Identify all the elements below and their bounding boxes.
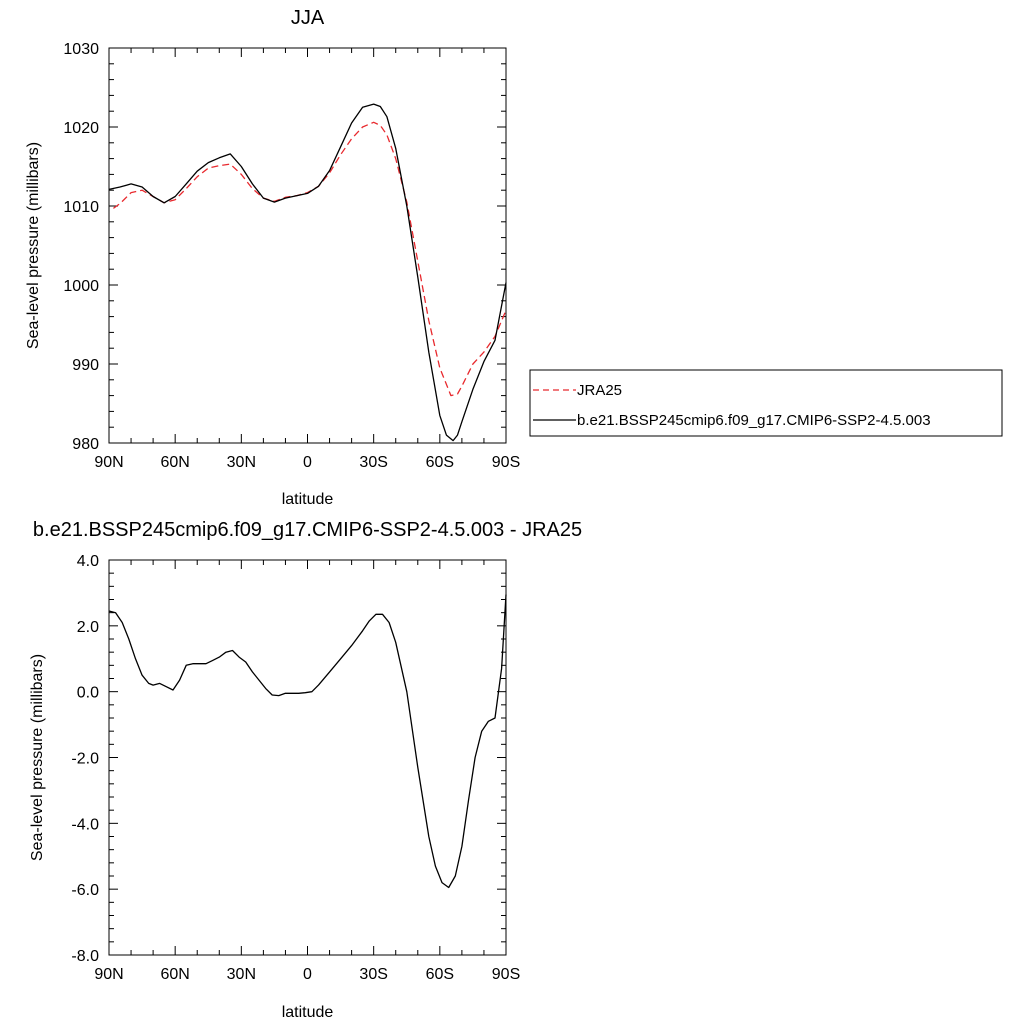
top-plot-x-axis-label: latitude [282,491,334,508]
x-tick-label: 60N [160,966,189,983]
bottom-plot-series [108,594,507,889]
y-tick-label: -8.0 [71,948,99,965]
x-tick-label: 30S [359,966,387,983]
x-tick-label: 90S [492,454,520,471]
x-tick-label: 90S [492,966,520,983]
bottom-plot-frame [108,559,507,956]
top-plot-ticks: 90N 60N 30N 0 30S 60S 90S 980 990 1000 1010 1020 103… [63,41,520,471]
top-plot-frame [108,47,507,444]
series-line-1 [108,103,507,442]
bottom-plot: b.e21.BSSP245cmip6.f09_g17.CMIP6-SSP2-4.… [29,519,582,1021]
y-tick-label: 1020 [63,120,99,137]
top-plot-title: JJA [291,7,325,29]
bottom-plot-x-axis-label: latitude [282,1004,334,1021]
y-tick-label: 1010 [63,199,99,216]
y-tick-label: 4.0 [77,553,99,570]
x-tick-label: 0 [303,454,312,471]
y-tick-label: 2.0 [77,619,99,636]
top-plot-series [108,103,507,442]
y-tick-label: -6.0 [71,882,99,899]
y-tick-label: -4.0 [71,816,99,833]
x-tick-label: 30N [227,454,256,471]
y-tick-label: 990 [72,357,99,374]
bottom-plot-ticks: 90N 60N 30N 0 30S 60S 90S -8.0 -6.0 -4.0 -2.0 0.0 2.… [71,553,520,983]
series-line-0 [108,594,507,889]
series-line-0 [113,121,507,397]
x-tick-label: 90N [94,454,123,471]
y-tick-label: 980 [72,436,99,453]
top-plot: JJA latitude Sea-level pressure (milliba… [25,7,520,508]
legend: JRA25 b.e21.BSSP245cmip6.f09_g17.CMIP6-S… [529,369,1003,437]
x-tick-label: 30N [227,966,256,983]
y-tick-label: 1000 [63,278,99,295]
legend-label-model: b.e21.BSSP245cmip6.f09_g17.CMIP6-SSP2-4.… [577,412,931,429]
x-tick-label: 60S [426,966,454,983]
top-plot-y-axis-label: Sea-level pressure (millibars) [25,142,42,349]
bottom-plot-y-axis-label: Sea-level pressure (millibars) [29,654,46,861]
x-tick-label: 30S [359,454,387,471]
bottom-plot-title: b.e21.BSSP245cmip6.f09_g17.CMIP6-SSP2-4.… [33,519,582,541]
y-tick-label: 1030 [63,41,99,58]
legend-label-jra25: JRA25 [577,382,622,399]
x-tick-label: 60S [426,454,454,471]
x-tick-label: 60N [160,454,189,471]
y-tick-label: -2.0 [71,751,99,768]
x-tick-label: 90N [94,966,123,983]
x-tick-label: 0 [303,966,312,983]
y-tick-label: 0.0 [77,685,99,702]
legend-box [529,369,1003,437]
